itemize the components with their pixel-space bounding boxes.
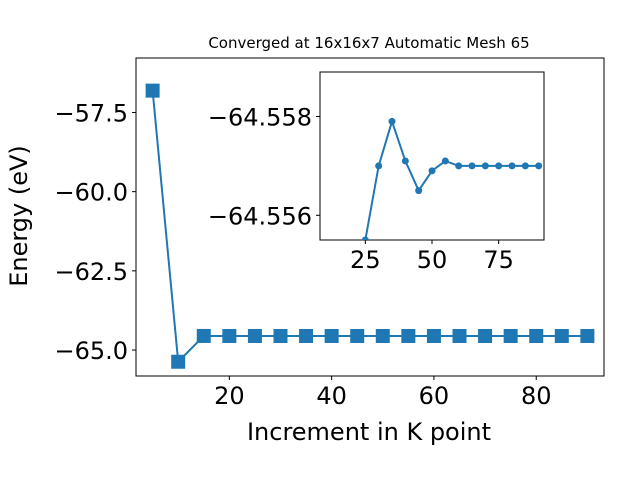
main-data-point	[426, 328, 441, 343]
main-data-point	[247, 328, 262, 343]
main-data-point	[273, 328, 288, 343]
inset-y-tick-label: −64.558	[208, 103, 312, 131]
main-data-point	[529, 328, 544, 343]
main-data-point	[324, 328, 339, 343]
inset-data-point	[455, 162, 463, 170]
inset-data-point	[415, 187, 423, 195]
inset-data-point	[441, 157, 449, 165]
main-data-point	[478, 328, 493, 343]
inset-x-tick-label: 50	[417, 246, 448, 274]
main-series	[145, 83, 595, 369]
inset-data-point	[521, 162, 529, 170]
chart-title: Converged at 16x16x7 Automatic Mesh 65	[208, 34, 529, 52]
main-data-point	[196, 328, 211, 343]
main-data-point	[375, 328, 390, 343]
inset-data-point	[388, 117, 396, 125]
main-x-tick-label: 20	[214, 382, 245, 410]
main-data-point	[554, 328, 569, 343]
main-y-tick-label: −65.0	[54, 337, 128, 365]
inset-data-point	[361, 236, 369, 240]
x-axis-label: Increment in K point	[247, 418, 491, 446]
main-y-tick-label: −62.5	[54, 258, 128, 286]
main-data-point	[171, 354, 186, 369]
main-data-point	[452, 328, 467, 343]
main-x-tick-label: 80	[521, 382, 552, 410]
inset-series	[361, 117, 543, 240]
inset-data-point	[428, 167, 436, 175]
inset-data-point	[495, 162, 503, 170]
main-x-tick-label: 60	[419, 382, 450, 410]
inset-data-point	[535, 162, 543, 170]
main-y-tick-label: −57.5	[54, 99, 128, 127]
inset-x-tick-label: 25	[350, 246, 381, 274]
inset-data-point	[375, 162, 383, 170]
inset-axes: 25 50 75 −64.558 −64.556	[208, 71, 545, 274]
main-data-point	[580, 328, 595, 343]
y-axis-label: Energy (eV)	[5, 145, 33, 287]
main-data-point	[503, 328, 518, 343]
inset-x-tick-label: 75	[483, 246, 514, 274]
inset-data-point	[508, 162, 516, 170]
main-data-point	[145, 83, 160, 98]
inset-data-point	[401, 157, 409, 165]
inset-plot-frame	[319, 71, 545, 241]
main-x-tick-label: 40	[316, 382, 347, 410]
main-data-point	[401, 328, 416, 343]
main-data-point	[299, 328, 314, 343]
main-y-tick-label: −60.0	[54, 179, 128, 207]
main-data-point	[350, 328, 365, 343]
main-data-point	[222, 328, 237, 343]
inset-y-tick-label: −64.556	[208, 202, 312, 230]
inset-data-point	[468, 162, 476, 170]
inset-data-point	[481, 162, 489, 170]
